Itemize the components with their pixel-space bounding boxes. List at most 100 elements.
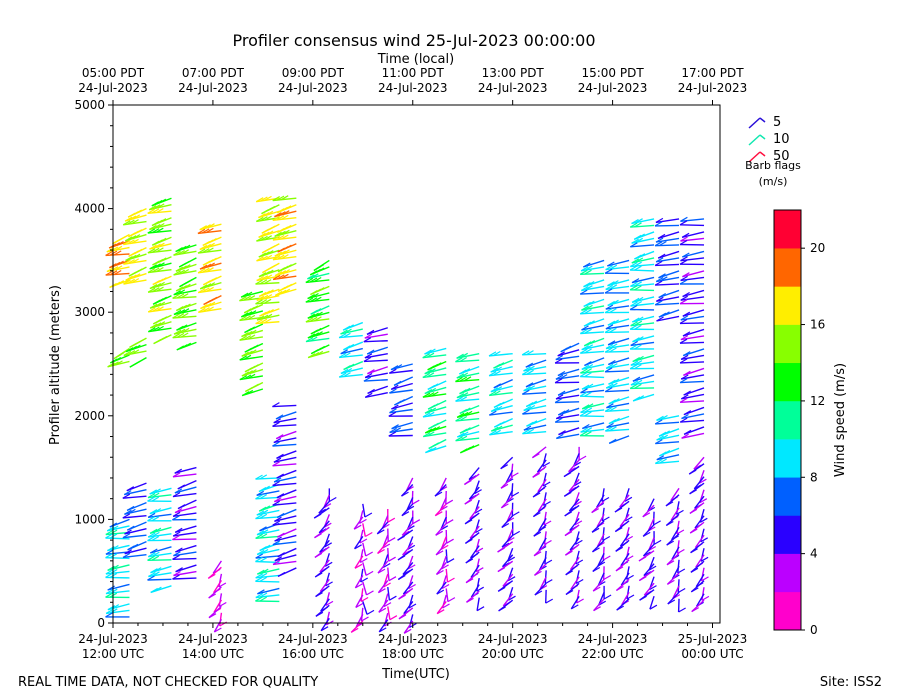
- wind-barb-shaft: [523, 424, 547, 431]
- wind-barb-shaft: [147, 210, 172, 214]
- wind-barb-feather: [260, 509, 269, 515]
- wind-barb-feather: [126, 505, 135, 511]
- wind-barb-shaft: [608, 376, 630, 385]
- wind-barb-feather: [122, 220, 131, 226]
- wind-barb-feather: [544, 539, 552, 546]
- wind-barb-shaft: [172, 577, 197, 580]
- y-tick-label: 5000: [74, 98, 105, 112]
- wind-barb-shaft: [489, 411, 513, 416]
- wind-barb-feather: [501, 503, 509, 509]
- wind-barb-feather: [116, 260, 124, 266]
- wind-barb-shaft: [307, 331, 330, 339]
- wind-barb-feather: [174, 488, 183, 494]
- wind-barb-feather: [666, 560, 675, 566]
- wind-barb-shaft: [273, 417, 297, 424]
- wind-barb-shaft: [218, 593, 223, 607]
- wind-barb-shaft: [198, 288, 222, 294]
- wind-barb-feather: [124, 529, 132, 535]
- wind-barb-feather: [699, 478, 707, 484]
- wind-barb-feather: [561, 409, 570, 415]
- wind-barb-feather: [173, 551, 181, 557]
- wind-barb-shaft: [456, 411, 480, 418]
- wind-barb-shaft: [695, 593, 705, 607]
- wind-barb-feather: [660, 276, 668, 282]
- wind-barb-feather: [649, 604, 658, 610]
- wind-barb-shaft: [608, 357, 630, 366]
- wind-barb-shaft: [213, 599, 223, 613]
- wind-barb-shaft: [681, 432, 705, 439]
- wind-barb-shaft: [601, 488, 605, 502]
- wind-barb-feather: [125, 275, 133, 281]
- wind-barb-shaft: [632, 374, 655, 382]
- wind-barb-feather: [475, 528, 483, 534]
- wind-barb-feather: [129, 254, 137, 260]
- wind-barb-feather: [282, 210, 290, 216]
- wind-barb-feather: [497, 421, 505, 427]
- wind-barb-feather: [679, 318, 688, 324]
- wind-barb-feather: [125, 236, 133, 242]
- wind-barb-shaft: [501, 515, 514, 528]
- wind-barb-feather: [616, 585, 624, 592]
- wind-barb-feather: [564, 511, 572, 517]
- wind-barb-feather: [346, 363, 355, 369]
- wind-barb-feather: [261, 211, 270, 218]
- wind-barb-shaft: [174, 486, 197, 494]
- wind-barb-feather: [580, 427, 588, 433]
- wind-barb-feather: [346, 343, 355, 349]
- wind-barb-feather: [329, 496, 337, 503]
- wind-barb-shaft: [657, 250, 680, 259]
- wind-barb-feather: [129, 345, 138, 351]
- wind-barb-feather: [532, 472, 540, 478]
- wind-barb-feather: [700, 537, 708, 543]
- wind-barb-shaft: [505, 489, 514, 503]
- wind-barb-shaft: [272, 256, 297, 261]
- wind-barb-shaft: [556, 433, 580, 440]
- wind-barb-shaft: [378, 619, 389, 633]
- wind-barb-shaft: [106, 246, 130, 253]
- wind-barb-feather: [366, 590, 374, 596]
- colorbar-tick-label: 0: [810, 623, 818, 637]
- wind-barb-feather: [248, 310, 257, 316]
- wind-barb-shaft: [592, 578, 605, 592]
- wind-barb-feather: [630, 321, 638, 327]
- wind-barb-feather: [173, 570, 181, 577]
- wind-barb-feather: [574, 520, 583, 526]
- wind-barb-feather: [173, 329, 182, 335]
- wind-barb-shaft: [656, 296, 680, 302]
- wind-barb-feather: [579, 431, 588, 437]
- wind-barb-feather: [147, 512, 156, 518]
- wind-barb-shaft: [256, 548, 280, 556]
- wind-barb-shaft: [583, 259, 605, 268]
- wind-barb-shaft: [424, 406, 447, 414]
- wind-barb-feather: [255, 576, 263, 582]
- wind-barb-feather: [132, 214, 141, 220]
- wind-barb-feather: [493, 383, 502, 389]
- wind-barb-feather: [208, 573, 216, 579]
- wind-barb-shaft: [273, 437, 297, 444]
- wind-barb-shaft: [605, 266, 630, 271]
- wind-barb-feather: [280, 195, 289, 201]
- wind-barb-shaft: [339, 373, 363, 378]
- wind-barb-feather: [435, 530, 443, 536]
- wind-barb-feather: [274, 497, 282, 503]
- wind-barb-shaft: [522, 391, 547, 395]
- wind-barb-feather: [559, 374, 568, 380]
- wind-barb-feather: [172, 531, 181, 537]
- wind-barb-feather: [180, 312, 189, 318]
- wind-barb-feather: [172, 535, 180, 541]
- wind-barb-shaft: [241, 310, 264, 318]
- wind-barb-feather: [177, 269, 185, 275]
- wind-barb-feather: [446, 558, 455, 564]
- wind-barb-shaft: [423, 432, 447, 438]
- wind-barb-shaft: [105, 537, 130, 540]
- wind-barb-shaft: [657, 231, 680, 240]
- wind-barb-feather: [436, 589, 445, 595]
- wind-barb-shaft: [681, 413, 705, 420]
- wind-barb-feather: [584, 328, 592, 334]
- wind-barb-shaft: [445, 549, 448, 563]
- wind-barb-feather: [683, 429, 692, 435]
- wind-barb-feather: [239, 335, 247, 341]
- wind-barb-feather: [680, 236, 688, 242]
- wind-barb-shaft: [239, 316, 263, 322]
- wind-barb-shaft: [679, 341, 705, 344]
